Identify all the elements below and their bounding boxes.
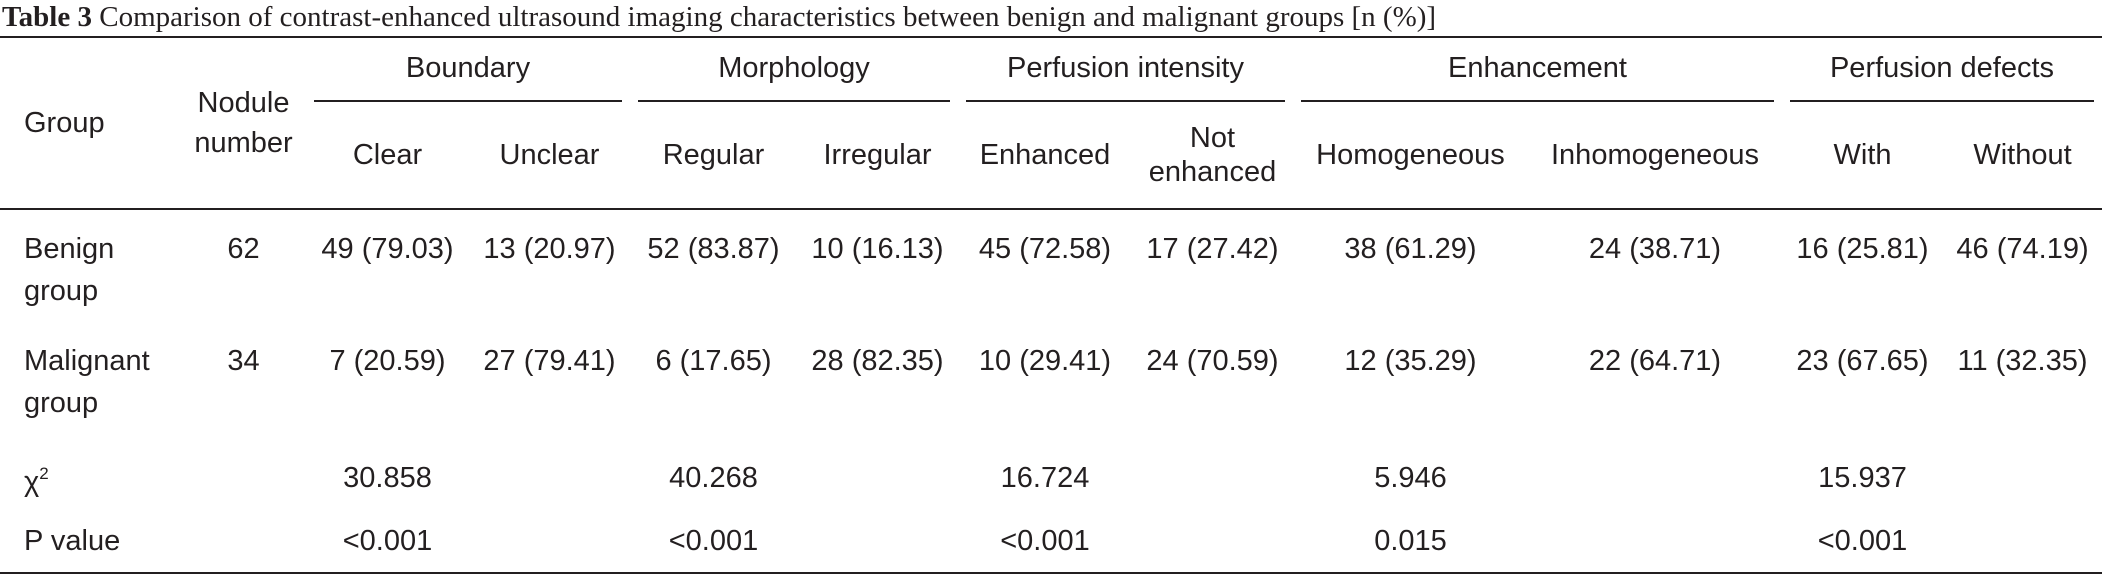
stat-label-sup: 2 bbox=[39, 463, 49, 483]
cell-value: 6 (17.65) bbox=[655, 345, 772, 377]
table-caption: Comparison of contrast-enhanced ultrasou… bbox=[99, 1, 1437, 33]
table-label: Table 3 bbox=[2, 1, 92, 33]
stat-value: <0.001 bbox=[958, 510, 1132, 574]
subheader: Without bbox=[1973, 139, 2072, 171]
subheader: Not enhanced bbox=[1148, 122, 1277, 188]
subheader: Enhanced bbox=[979, 139, 1111, 171]
cell: Benign group bbox=[0, 209, 181, 340]
header-cell: Morphology bbox=[630, 38, 958, 102]
stat-value: 5.946 bbox=[1374, 461, 1447, 494]
subheader: Regular bbox=[662, 139, 765, 171]
cell-value: 49 (79.03) bbox=[321, 233, 454, 265]
group-header: Perfusion intensity bbox=[966, 38, 1285, 102]
cell-value: 24 (70.59) bbox=[1146, 345, 1279, 377]
subheader: With bbox=[1833, 139, 1892, 171]
cell bbox=[469, 445, 630, 510]
subheader: Clear bbox=[352, 139, 423, 171]
group-header: Perfusion defects bbox=[1790, 38, 2095, 102]
subheader: Inhomogeneous bbox=[1551, 139, 1759, 171]
cell bbox=[1528, 510, 1782, 574]
stat-value: <0.001 bbox=[306, 510, 469, 574]
cell-value: 11 (32.35) bbox=[1957, 345, 2088, 377]
header-cell: Perfusion defects bbox=[1782, 38, 2102, 102]
table: Group Nodule number Boundary Morphology Pe… bbox=[0, 38, 2102, 574]
header-cell: Irregular bbox=[797, 102, 958, 210]
cell bbox=[797, 445, 958, 510]
header-cell: Regular bbox=[630, 102, 797, 210]
cell-value: 52 (83.87) bbox=[647, 233, 780, 265]
cell-value: 23 (67.65) bbox=[1796, 345, 1929, 377]
cell bbox=[1943, 510, 2102, 574]
cell bbox=[181, 445, 306, 510]
stat-label: χ bbox=[24, 465, 40, 498]
cell-value: 22 (64.71) bbox=[1588, 345, 1722, 377]
cell-value: 16 (25.81) bbox=[1796, 233, 1929, 265]
table-row: Malignant group 34 7 (20.59) 27 (79.41) 6 (1… bbox=[0, 340, 2102, 445]
row-label: Benign group bbox=[24, 233, 115, 307]
cell-value: 7 (20.59) bbox=[329, 345, 446, 377]
cell bbox=[1132, 445, 1293, 510]
header-cell: Perfusion intensity bbox=[958, 38, 1293, 102]
header-cell: Enhanced bbox=[958, 102, 1132, 210]
cell bbox=[181, 510, 306, 574]
cell: Malignant group bbox=[0, 340, 181, 445]
cell-value: 38 (61.29) bbox=[1344, 233, 1477, 265]
header-cell: Nodule number bbox=[181, 38, 306, 210]
cell: χ2 bbox=[0, 445, 181, 510]
header-cell: Enhancement bbox=[1293, 38, 1782, 102]
header-cell: Clear bbox=[306, 102, 469, 210]
header-cell: Homogeneous bbox=[1293, 102, 1528, 210]
header-cell: Boundary bbox=[306, 38, 630, 102]
cell bbox=[797, 510, 958, 574]
stat-value: 16.724 bbox=[1000, 461, 1090, 494]
cell bbox=[1943, 445, 2102, 510]
header-nodule-number: Nodule number bbox=[194, 87, 293, 159]
header-cell: Not enhanced bbox=[1132, 102, 1293, 210]
cell-value: 45 (72.58) bbox=[978, 233, 1112, 265]
cell bbox=[1132, 510, 1293, 574]
group-header: Enhancement bbox=[1301, 38, 1774, 102]
table-title: Table 3 Comparison of contrast-enhanced … bbox=[0, 0, 2102, 38]
stat-value: <0.001 bbox=[630, 510, 797, 574]
cell: P value bbox=[0, 510, 181, 574]
cell-value: 46 (74.19) bbox=[1956, 233, 2089, 265]
cell-value: 28 (82.35) bbox=[811, 345, 944, 377]
cell bbox=[1528, 445, 1782, 510]
subheader: Homogeneous bbox=[1316, 139, 1505, 171]
cell-value: 13 (20.97) bbox=[483, 233, 616, 265]
subheader: Unclear bbox=[499, 139, 600, 171]
cell-value: 10 (29.41) bbox=[978, 345, 1112, 377]
stat-label: P value bbox=[24, 525, 121, 557]
row-label: Malignant group bbox=[24, 345, 150, 419]
cell-value: 24 (38.71) bbox=[1588, 233, 1722, 265]
table-row: Benign group 62 49 (79.03) 13 (20.97) 52 (83… bbox=[0, 209, 2102, 340]
cell-value: 17 (27.42) bbox=[1146, 233, 1279, 265]
stat-value: 0.015 bbox=[1293, 510, 1528, 574]
stat-value: 15.937 bbox=[1818, 461, 1907, 494]
stat-row: P value <0.001 <0.001 <0.001 0.015 <0.001 bbox=[0, 510, 2102, 574]
cell-value: 27 (79.41) bbox=[483, 345, 616, 377]
stat-row: χ2 30.858 40.268 16.724 5.946 15.937 bbox=[0, 445, 2102, 510]
cell-nodule-number: 34 bbox=[227, 345, 260, 377]
cell bbox=[469, 510, 630, 574]
cell-value: 12 (35.29) bbox=[1344, 345, 1477, 377]
header-cell: Inhomogeneous bbox=[1528, 102, 1782, 210]
stat-value: <0.001 bbox=[1782, 510, 1943, 574]
header-cell: Group bbox=[0, 38, 181, 210]
group-header: Morphology bbox=[638, 38, 950, 102]
cell-value: 10 (16.13) bbox=[811, 233, 944, 265]
cell-nodule-number: 62 bbox=[227, 233, 260, 265]
header-cell: Unclear bbox=[469, 102, 630, 210]
header-cell: With bbox=[1782, 102, 1943, 210]
group-header: Boundary bbox=[314, 38, 622, 102]
stat-value: 40.268 bbox=[669, 461, 758, 494]
header-group: Group bbox=[24, 107, 105, 139]
stat-value: 30.858 bbox=[343, 461, 432, 494]
header-cell: Without bbox=[1943, 102, 2102, 210]
subheader: Irregular bbox=[823, 139, 932, 171]
